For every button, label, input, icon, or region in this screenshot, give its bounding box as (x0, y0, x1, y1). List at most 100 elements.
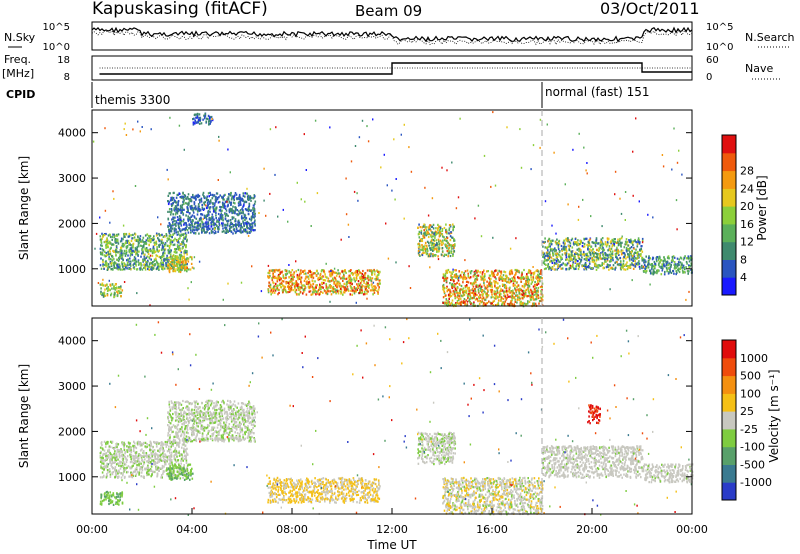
data-cell (604, 243, 607, 246)
data-cell (181, 203, 184, 207)
data-cell (105, 232, 107, 236)
noise-cell (395, 261, 397, 264)
data-cell (476, 275, 478, 278)
data-cell (131, 249, 133, 252)
data-cell (319, 272, 322, 276)
data-cell (120, 285, 122, 288)
data-cell (496, 289, 499, 292)
data-cell (333, 271, 335, 274)
data-cell (218, 217, 220, 220)
data-cell (121, 242, 124, 245)
data-cell (342, 279, 344, 282)
data-cell (312, 291, 314, 294)
data-cell (285, 276, 287, 279)
data-cell (110, 262, 113, 265)
data-cell (286, 272, 288, 275)
data-cell (561, 248, 563, 251)
data-cell (489, 277, 491, 281)
data-cell (239, 227, 242, 230)
data-cell (477, 285, 479, 288)
data-cell (158, 232, 160, 236)
data-cell (200, 216, 202, 219)
data-cell (572, 263, 574, 266)
data-cell (214, 207, 216, 210)
data-cell (578, 257, 581, 261)
data-cell (620, 237, 623, 240)
data-cell (120, 291, 123, 294)
data-cell (453, 246, 455, 249)
data-cell (238, 225, 240, 228)
data-cell (482, 275, 484, 278)
data-cell (176, 255, 178, 258)
data-cell (477, 288, 480, 291)
data-cell (651, 263, 653, 266)
data-cell (183, 202, 185, 205)
data-cell (500, 270, 503, 273)
data-cell (184, 232, 187, 235)
data-cell (116, 290, 118, 293)
data-cell (360, 288, 362, 291)
data-cell (570, 250, 572, 253)
data-cell (125, 265, 128, 268)
data-cell (125, 240, 127, 243)
data-cell (487, 290, 489, 293)
data-cell (367, 285, 370, 288)
data-cell (204, 222, 207, 225)
data-cell (240, 231, 242, 234)
data-cell (101, 253, 104, 256)
data-cell (111, 255, 114, 258)
data-cell (312, 288, 314, 291)
data-cell (329, 284, 331, 287)
data-cell (268, 271, 271, 274)
data-cell (319, 283, 321, 286)
data-cell (144, 268, 147, 271)
data-cell (472, 285, 475, 288)
data-cell (252, 208, 255, 211)
data-cell (234, 218, 237, 221)
data-cell (446, 269, 448, 272)
data-cell (430, 233, 432, 236)
data-cell (151, 268, 153, 271)
data-cell (331, 288, 334, 291)
data-cell (280, 282, 283, 285)
data-cell (176, 216, 179, 219)
data-cell (136, 268, 139, 271)
data-cell (319, 274, 321, 277)
data-cell (334, 271, 336, 274)
data-cell (475, 284, 478, 287)
data-cell (507, 277, 510, 280)
data-cell (474, 294, 476, 297)
data-cell (653, 260, 656, 264)
data-cell (683, 257, 686, 260)
data-cell (176, 251, 178, 254)
data-cell (421, 248, 423, 251)
data-cell (246, 225, 248, 228)
data-cell (304, 269, 306, 272)
data-cell (358, 291, 361, 295)
data-cell (133, 262, 135, 265)
data-cell (219, 216, 222, 219)
data-cell (254, 195, 256, 198)
data-cell (637, 250, 639, 254)
data-cell (209, 199, 212, 202)
data-cell (431, 231, 433, 234)
data-cell (150, 238, 153, 241)
data-cell (212, 203, 214, 206)
data-cell (335, 284, 338, 287)
data-cell (117, 292, 119, 295)
data-cell (156, 248, 158, 251)
data-cell (186, 263, 188, 266)
data-cell (196, 221, 198, 224)
data-cell (192, 208, 195, 211)
data-cell (371, 289, 373, 292)
data-cell (607, 249, 609, 252)
data-cell (293, 272, 295, 275)
data-cell (118, 286, 120, 289)
data-cell (444, 278, 447, 281)
data-cell (305, 272, 307, 275)
data-cell (482, 271, 484, 274)
data-cell (106, 268, 109, 271)
data-cell (597, 266, 600, 269)
data-cell (152, 261, 154, 264)
data-cell (545, 263, 547, 266)
